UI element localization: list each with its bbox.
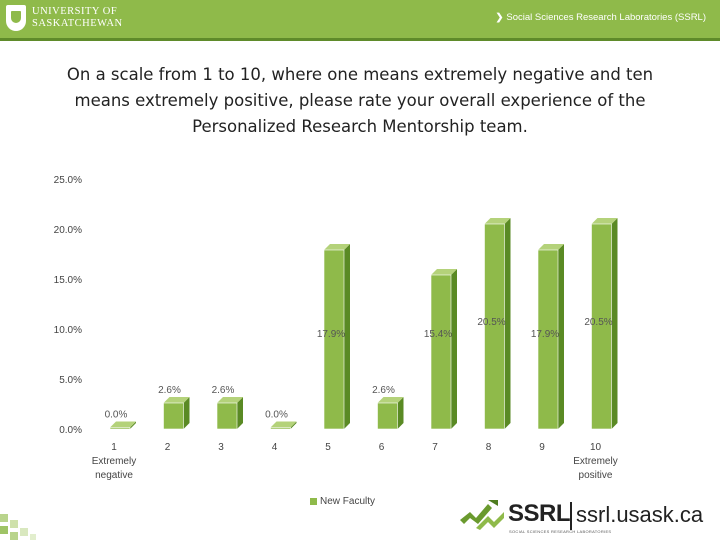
y-tick-label: 0.0% [59, 425, 82, 436]
bar-top [324, 244, 350, 250]
data-label: 2.6% [212, 385, 235, 396]
data-label: 2.6% [158, 385, 181, 396]
bar-side [183, 397, 190, 429]
bar-top [270, 421, 297, 428]
bar-top [163, 397, 190, 403]
bar [484, 223, 505, 430]
bar-side [451, 269, 457, 429]
bar-chart: 0.0%5.0%10.0%15.0%20.0%25.0%0.0%1Extreme… [54, 175, 618, 481]
ssrl-logo: SSRL SOCIAL SCIENCES RESEARCH LABORATORI… [458, 492, 720, 540]
bar [591, 223, 612, 430]
bar-side [344, 244, 350, 429]
ssrl-logo-word: SSRL [508, 500, 571, 527]
chart-title: On a scale from 1 to 10, where one means… [66, 65, 654, 136]
bar-top [217, 397, 243, 403]
bar-side [611, 218, 618, 429]
chevron-right-icon: ❯ [495, 12, 504, 23]
x-tick-label: 9 [539, 442, 545, 453]
x-tick-label: negative [95, 470, 133, 481]
lab-name-header: ❯ Social Sciences Research Laboratories (… [495, 12, 706, 23]
x-tick-label: Extremely [573, 456, 617, 467]
bar [323, 249, 345, 430]
y-tick-label: 25.0% [54, 175, 82, 186]
y-tick-label: 20.0% [54, 225, 82, 236]
bar-top [538, 244, 564, 250]
y-tick-label: 15.0% [54, 275, 82, 286]
data-label: 20.5% [584, 317, 612, 328]
x-tick-label: 3 [218, 442, 224, 453]
bar-side [558, 244, 564, 429]
bar-side [397, 397, 404, 429]
data-label: 20.5% [477, 317, 505, 328]
x-tick-label: 8 [486, 442, 492, 453]
x-tick-label: 6 [379, 442, 385, 453]
bar [216, 402, 238, 430]
bar-top [484, 218, 511, 224]
x-tick-label: 2 [165, 442, 171, 453]
lab-name: Social Sciences Research Laboratories (S… [506, 12, 706, 23]
bar [163, 402, 184, 430]
ssrl-url: ssrl.usask.ca [576, 502, 704, 527]
bar-side [237, 397, 243, 429]
bar-side [130, 421, 136, 429]
bar [270, 427, 291, 430]
data-label: 15.4% [424, 329, 452, 340]
bar [430, 274, 452, 430]
x-tick-label: positive [579, 470, 613, 481]
data-label: 17.9% [531, 329, 559, 340]
data-label: 0.0% [265, 410, 288, 421]
bar-top [591, 218, 618, 224]
legend: New Faculty [310, 496, 375, 507]
logo-divider [570, 502, 572, 530]
bar-side [504, 218, 511, 429]
y-tick-label: 5.0% [59, 375, 82, 386]
x-tick-label: Extremely [92, 456, 136, 467]
legend-label: New Faculty [320, 496, 376, 507]
decorative-squares [0, 514, 36, 540]
bar-top [110, 421, 136, 428]
x-tick-label: 4 [272, 442, 278, 453]
bar-side [290, 421, 297, 429]
bar-top [431, 269, 457, 275]
x-tick-label: 7 [432, 442, 438, 453]
crest-icon [6, 5, 26, 31]
legend-swatch [310, 498, 317, 505]
bar [537, 249, 559, 430]
data-label: 17.9% [317, 329, 345, 340]
university-logo: UNIVERSITY OF SASKATCHEWAN [6, 5, 123, 31]
university-line2: SASKATCHEWAN [32, 18, 123, 29]
bar-top [377, 397, 404, 403]
ssrl-logo-sub: SOCIAL SCIENCES RESEARCH LABORATORIES [509, 529, 612, 534]
x-tick-label: 5 [325, 442, 331, 453]
data-label: 2.6% [372, 385, 395, 396]
header-band [0, 38, 720, 41]
bar [109, 427, 131, 430]
data-label: 0.0% [105, 410, 128, 421]
x-tick-label: 10 [590, 442, 602, 453]
header-bar: UNIVERSITY OF SASKATCHEWAN ❯ Social Scien… [0, 0, 720, 38]
x-tick-label: 1 [111, 442, 117, 453]
y-tick-label: 10.0% [54, 325, 82, 336]
ssrl-mark-icon [460, 500, 504, 530]
university-line1: UNIVERSITY OF [32, 6, 118, 17]
bar [377, 402, 398, 430]
